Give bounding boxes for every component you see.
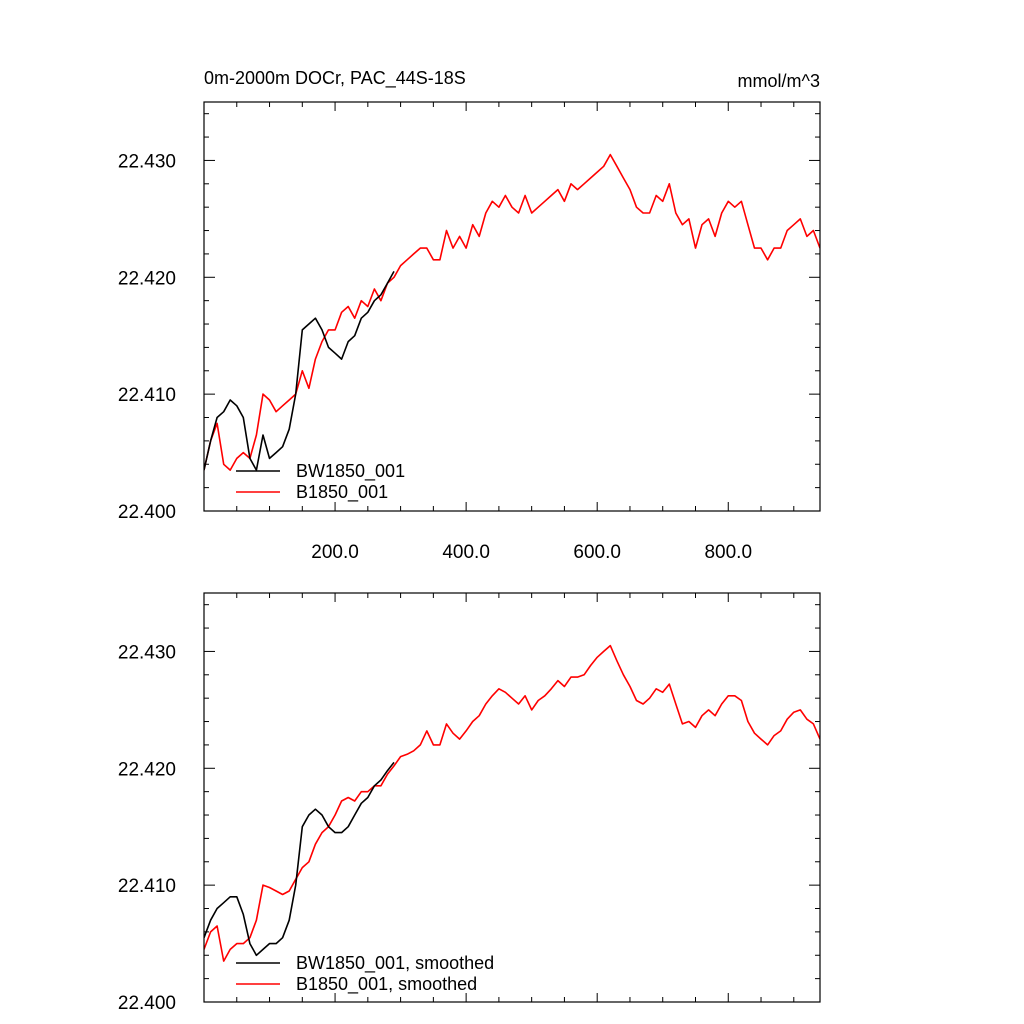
x-tick-label: 600.0 — [573, 542, 621, 563]
bottom-panel: 22.400 22.410 22.420 22.430 BW1850_001, smoo… — [118, 592, 821, 1014]
title-left: 0m-2000m DOCr, PAC_44S-18S — [204, 68, 466, 89]
y-tick-label: 22.410 — [118, 385, 176, 406]
y-tick-label: 22.400 — [118, 993, 176, 1014]
series-line-b1850-001-smoothed — [204, 644, 820, 962]
plot-frame — [203, 592, 821, 1003]
y-tick-label: 22.410 — [118, 876, 176, 897]
legend-label: B1850_001 — [296, 482, 388, 503]
legend-label: BW1850_001 — [296, 461, 405, 482]
series-line-bw1850-001-smoothed — [204, 761, 395, 957]
x-tick-label: 400.0 — [442, 542, 490, 563]
y-tick-label: 22.400 — [118, 502, 176, 523]
series-line-bw1850-001 — [204, 271, 395, 471]
series-line-b1850-001 — [204, 153, 820, 471]
x-tick-label: 800.0 — [704, 542, 752, 563]
legend-label: BW1850_001, smoothed — [296, 953, 494, 974]
y-tick-label: 22.420 — [118, 268, 176, 289]
x-tick-label: 200.0 — [311, 542, 359, 563]
y-tick-label: 22.430 — [118, 642, 176, 663]
y-tick-label: 22.430 — [118, 151, 176, 172]
title-right: mmol/m^3 — [738, 71, 820, 91]
legend-label: B1850_001, smoothed — [296, 974, 477, 995]
plot-frame — [203, 101, 821, 512]
top-panel: 22.400 22.410 22.420 22.430 200.0 400.0 600.0 8… — [118, 101, 821, 563]
y-tick-label: 22.420 — [118, 759, 176, 780]
